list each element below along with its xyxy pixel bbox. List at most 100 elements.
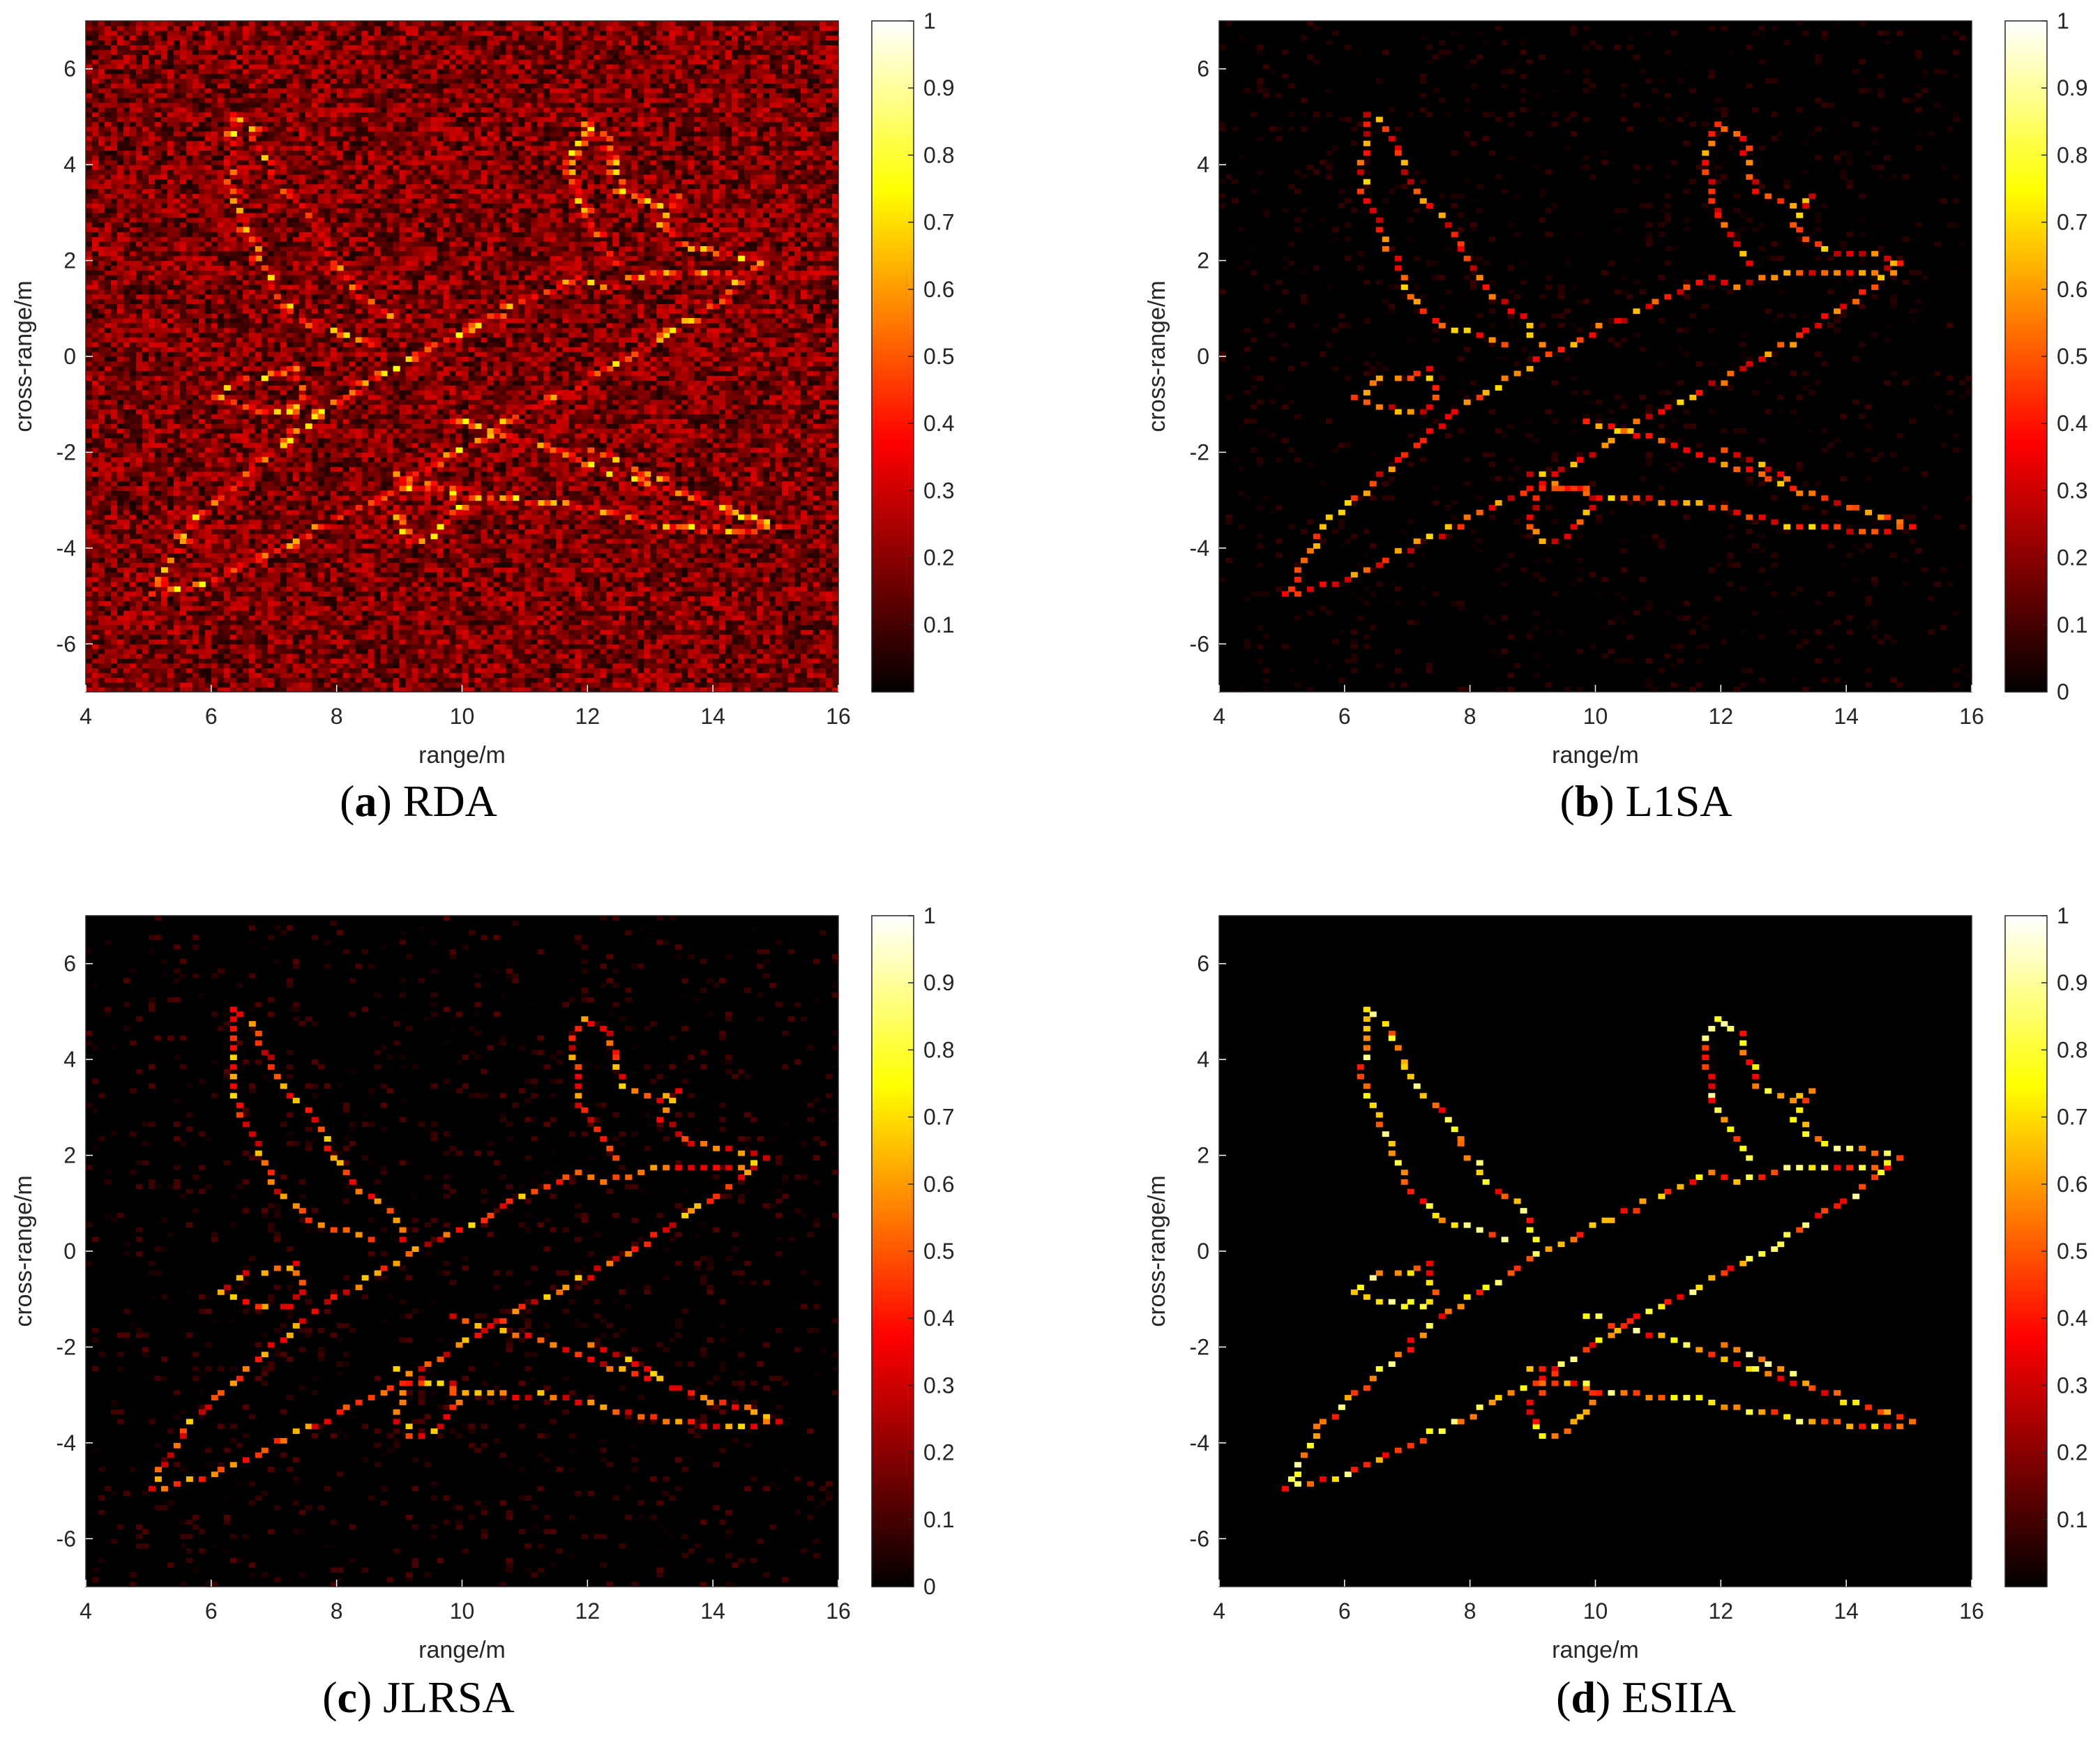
- noise-cell: [179, 93, 187, 98]
- noise-cell: [116, 298, 124, 305]
- noise-cell: [154, 467, 162, 472]
- noise-cell: [167, 107, 174, 113]
- noise-cell: [198, 462, 206, 467]
- noise-cell: [110, 303, 118, 309]
- noise-cell: [116, 356, 124, 362]
- noise-cell: [154, 21, 162, 27]
- noise-cell: [142, 236, 149, 242]
- noise-cell: [242, 59, 250, 65]
- noise-cell: [86, 687, 93, 693]
- noise-cell: [255, 672, 262, 678]
- noise-cell: [91, 591, 99, 597]
- noise-cell: [255, 596, 262, 602]
- noise-cell: [236, 50, 243, 55]
- noise-cell: [217, 21, 225, 27]
- noise-cell: [299, 600, 306, 606]
- noise-cell: [223, 30, 231, 36]
- noise-cell: [173, 116, 181, 122]
- noise-cell: [217, 68, 225, 75]
- noise-cell: [211, 529, 218, 534]
- noise-cell: [255, 73, 262, 80]
- noise-cell: [267, 227, 275, 232]
- noise-cell: [160, 112, 168, 118]
- noise-cell: [110, 275, 118, 280]
- noise-cell: [204, 289, 212, 295]
- noise-cell: [267, 476, 275, 482]
- noise-cell: [229, 30, 237, 36]
- noise-cell: [292, 294, 300, 300]
- noise-cell: [98, 212, 105, 218]
- noise-cell: [142, 596, 149, 602]
- noise-cell: [198, 35, 206, 41]
- noise-cell: [179, 217, 187, 223]
- noise-cell: [198, 610, 206, 616]
- noise-cell: [129, 169, 137, 175]
- noise-cell: [104, 107, 112, 113]
- noise-cell: [129, 193, 137, 199]
- noise-cell: [179, 677, 187, 683]
- noise-cell: [217, 538, 225, 544]
- noise-cell: [280, 145, 287, 151]
- noise-cell: [129, 236, 137, 242]
- noise-cell: [86, 471, 93, 477]
- noise-cell: [305, 370, 312, 377]
- noise-cell: [223, 97, 231, 103]
- noise-cell: [299, 30, 306, 36]
- noise-cell: [186, 457, 193, 462]
- noise-cell: [142, 289, 149, 295]
- noise-cell: [186, 390, 193, 395]
- noise-cell: [292, 54, 300, 60]
- noise-cell: [223, 619, 231, 626]
- noise-cell: [236, 131, 243, 137]
- noise-cell: [292, 236, 300, 242]
- noise-cell: [86, 140, 93, 146]
- noise-cell: [223, 59, 231, 65]
- noise-cell: [123, 390, 130, 395]
- noise-cell: [204, 581, 212, 587]
- noise-cell: [229, 342, 237, 347]
- noise-cell: [248, 347, 256, 352]
- noise-cell: [167, 169, 174, 175]
- noise-cell: [267, 500, 275, 506]
- noise-cell: [236, 644, 243, 649]
- noise-cell: [167, 615, 174, 621]
- noise-cell: [204, 437, 212, 444]
- noise-cell: [217, 322, 225, 328]
- noise-cell: [267, 380, 275, 386]
- noise-cell: [217, 649, 225, 654]
- noise-cell: [104, 447, 112, 453]
- noise-cell: [255, 217, 262, 223]
- noise-cell: [217, 380, 225, 386]
- noise-cell: [192, 418, 199, 424]
- noise-cell: [286, 653, 294, 659]
- noise-cell: [299, 112, 306, 118]
- noise-cell: [273, 562, 281, 568]
- noise-cell: [198, 639, 206, 644]
- noise-cell: [110, 54, 118, 60]
- noise-cell: [255, 677, 262, 683]
- noise-cell: [292, 509, 300, 515]
- noise-cell: [129, 467, 137, 472]
- noise-cell: [160, 596, 168, 602]
- noise-cell: [217, 409, 225, 415]
- noise-cell: [142, 193, 149, 199]
- noise-cell: [86, 327, 93, 333]
- noise-cell: [299, 63, 306, 70]
- noise-cell: [255, 658, 262, 664]
- noise-cell: [286, 270, 294, 275]
- noise-cell: [142, 418, 149, 424]
- noise-cell: [91, 116, 99, 122]
- noise-cell: [229, 102, 237, 108]
- noise-cell: [204, 107, 212, 113]
- noise-cell: [186, 672, 193, 678]
- noise-cell: [104, 586, 112, 592]
- noise-cell: [267, 347, 275, 352]
- noise-cell: [299, 165, 306, 170]
- noise-cell: [292, 73, 300, 80]
- noise-cell: [280, 409, 287, 415]
- noise-cell: [261, 275, 269, 280]
- noise-cell: [299, 414, 306, 419]
- noise-cell: [148, 342, 156, 347]
- noise-cell: [211, 227, 218, 232]
- noise-cell: [229, 298, 237, 305]
